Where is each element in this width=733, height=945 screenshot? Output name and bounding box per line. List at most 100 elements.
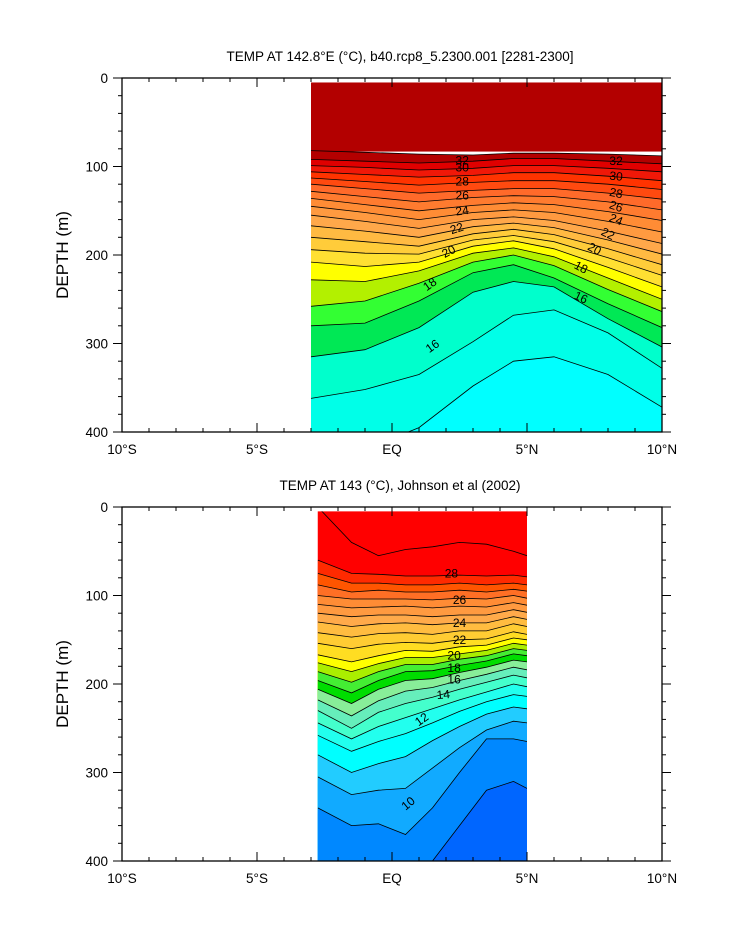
isotherm-line-20	[311, 240, 662, 288]
isotherm-line-16	[317, 659, 527, 704]
contour-label: 20	[447, 649, 461, 663]
isotherm-line-29	[311, 177, 662, 190]
contour-label: 18	[447, 661, 461, 675]
x-tick-label: 5°N	[516, 442, 539, 457]
isotherm-line-17	[317, 653, 527, 694]
isotherm-line-16	[311, 281, 662, 358]
y-tick-label: 100	[85, 160, 108, 175]
isotherm-line-19	[317, 642, 527, 673]
isotherm-line-8	[431, 780, 527, 861]
isotherm-line-9	[317, 738, 527, 835]
contour-label: 24	[455, 203, 470, 219]
y-tick-label: 200	[85, 248, 108, 263]
contour-label: 26	[608, 198, 625, 216]
panel-observed-temperature: TEMP AT 143 (°C), Johnson et al (2002) D…	[53, 478, 677, 932]
isotherm-line-12	[317, 694, 527, 752]
contour-label: 26	[456, 189, 470, 203]
y-tick-label: 200	[85, 677, 108, 692]
isotherm-line-28	[317, 573, 527, 586]
x-tick-label: 5°N	[516, 871, 539, 886]
contour-label: 32	[609, 154, 623, 168]
contour-label: 20	[440, 242, 459, 261]
contour-label: 28	[445, 566, 459, 580]
contour-label: 16	[447, 673, 461, 687]
surface-warm-band	[311, 82, 662, 152]
isotherm-line-surface	[321, 511, 527, 557]
contour-label: 22	[599, 225, 617, 243]
contour-label: 30	[456, 160, 470, 174]
isotherm-line-18	[317, 648, 527, 683]
isotherm-line-34	[311, 150, 662, 157]
isotherm-line-25	[317, 602, 527, 609]
isotherm-line-13	[317, 683, 527, 740]
isotherm-line-17	[311, 264, 662, 328]
x-tick-label: 10°S	[107, 442, 136, 457]
isotherm-line-30	[311, 171, 662, 182]
isotherm-line-26	[317, 595, 527, 601]
panel-model-temperature: TEMP AT 142.8°E (°C), b40.rcp8_5.2300.00…	[53, 49, 677, 457]
isotherm-line-24	[311, 214, 662, 244]
isotherm-line-21	[311, 235, 662, 276]
isotherm-line-23	[311, 222, 662, 255]
isotherm-line-28	[311, 183, 662, 200]
y-tick-label: 300	[85, 766, 108, 781]
contour-label: 16	[572, 288, 590, 306]
contour-label: 22	[453, 633, 467, 647]
contour-label: 28	[456, 175, 470, 189]
temperature-band-14	[408, 356, 662, 433]
isotherm-line-27	[317, 584, 527, 593]
x-tick-label: 10°S	[107, 871, 136, 886]
isotherm-line-14	[317, 674, 527, 729]
isotherm-line-20	[317, 637, 527, 663]
y-tick-label: 400	[85, 854, 108, 869]
isotherm-line-22	[311, 228, 662, 266]
panel-2-title: TEMP AT 143 (°C), Johnson et al (2002)	[279, 478, 520, 493]
x-tick-label: 10°N	[647, 871, 677, 886]
contour-label: 26	[453, 593, 467, 607]
y-tick-label: 400	[85, 425, 108, 440]
isotherm-line-26	[311, 198, 662, 221]
temperature-band-7	[313, 921, 532, 932]
temperature-band-8	[432, 781, 527, 861]
x-tick-label: EQ	[382, 871, 402, 886]
y-tick-label: 300	[85, 337, 108, 352]
contour-label: 28	[608, 185, 624, 202]
isotherm-line-11	[317, 706, 527, 773]
x-tick-label: 5°S	[246, 442, 268, 457]
y-tick-label: 0	[100, 71, 108, 86]
contour-label: 30	[609, 169, 624, 184]
isotherm-line-15	[317, 666, 527, 717]
x-tick-label: 5°S	[246, 871, 268, 886]
panel-2-ylabel: DEPTH (m)	[53, 640, 72, 728]
x-tick-label: 10°N	[647, 442, 677, 457]
contour-label: 20	[585, 239, 604, 258]
panel-1-title: TEMP AT 142.8°E (°C), b40.rcp8_5.2300.00…	[226, 49, 573, 64]
isotherm-line-32	[311, 158, 662, 165]
contour-label: 14	[436, 687, 451, 702]
isotherm-line-23	[317, 616, 527, 627]
isotherm-line-22	[317, 623, 527, 638]
panel-1-axes: 10°S 5°S EQ 5°N 10°N 0 100 200 300 400	[85, 71, 677, 457]
isotherm-line-15	[311, 309, 662, 399]
isotherm-line-25	[311, 205, 662, 233]
isotherm-line-18	[311, 254, 662, 312]
contour-label: 32	[456, 153, 470, 167]
panel-2-axes: 10°S 5°S EQ 5°N 10°N 0 100 200 300 400	[85, 500, 677, 886]
isotherm-line-10	[317, 720, 527, 796]
x-tick-label: EQ	[382, 442, 402, 457]
isotherm-line-29	[317, 559, 527, 578]
isotherm-line-21	[317, 631, 527, 650]
isotherm-line-14	[407, 356, 662, 433]
isotherm-line-27	[311, 190, 662, 211]
contour-label: 24	[453, 616, 467, 630]
isotherm-line-19	[311, 247, 662, 300]
y-tick-label: 0	[100, 500, 108, 515]
isotherm-line-24	[317, 609, 527, 618]
contour-label: 18	[572, 258, 591, 277]
y-tick-label: 100	[85, 589, 108, 604]
isotherm-line-31	[311, 165, 662, 173]
panel-1-ylabel: DEPTH (m)	[53, 211, 72, 299]
